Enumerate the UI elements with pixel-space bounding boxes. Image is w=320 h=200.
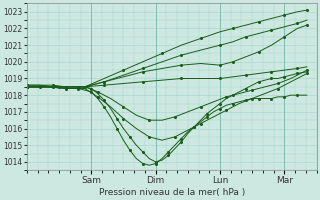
X-axis label: Pression niveau de la mer( hPa ): Pression niveau de la mer( hPa ): [99, 188, 245, 197]
